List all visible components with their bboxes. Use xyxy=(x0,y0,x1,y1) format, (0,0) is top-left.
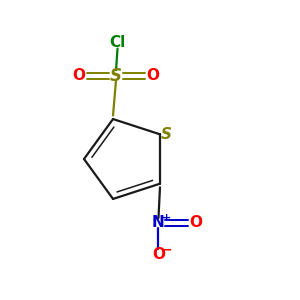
Text: O: O xyxy=(189,215,202,230)
Text: S: S xyxy=(110,67,122,85)
Text: +: + xyxy=(162,213,172,223)
Text: S: S xyxy=(161,127,172,142)
Text: O: O xyxy=(152,247,165,262)
Text: Cl: Cl xyxy=(110,35,126,50)
Text: N: N xyxy=(152,215,165,230)
Text: O: O xyxy=(73,68,85,83)
Text: O: O xyxy=(146,68,159,83)
Text: −: − xyxy=(162,244,172,256)
